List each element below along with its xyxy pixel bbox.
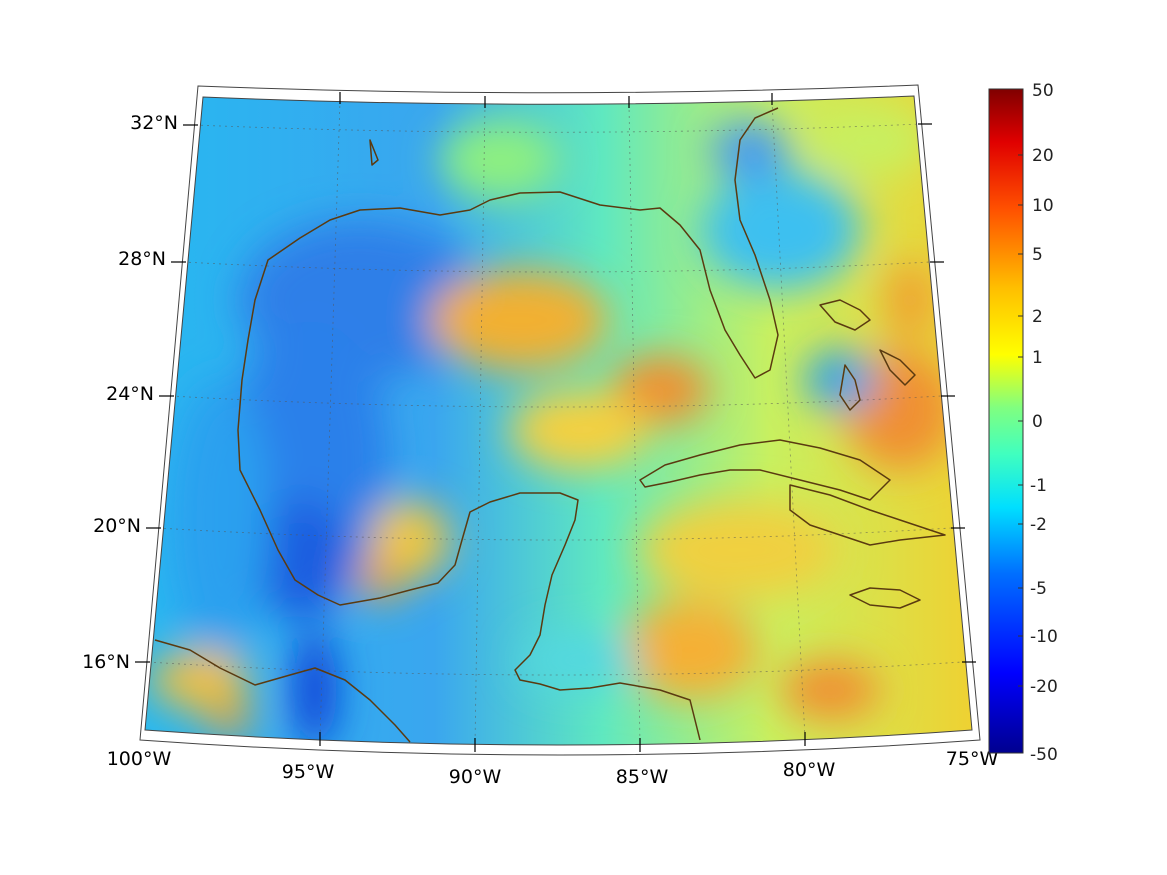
lon-label-80w: 80°W bbox=[783, 759, 836, 781]
lon-label-90w: 90°W bbox=[449, 766, 502, 788]
colorbar-label-2: 2 bbox=[1032, 307, 1043, 327]
coastlines bbox=[154, 107, 946, 743]
map-frame bbox=[144, 95, 973, 746]
lat-label-24n: 24°N bbox=[106, 383, 154, 405]
lon-label-95w: 95°W bbox=[282, 761, 335, 783]
map-outer-frame bbox=[139, 84, 981, 756]
lon-label-85w: 85°W bbox=[616, 766, 669, 788]
colorbar-label-neg50: -50 bbox=[1030, 745, 1058, 765]
colorbar-ticks bbox=[1018, 154, 1023, 687]
lat-label-32n: 32°N bbox=[130, 112, 178, 134]
colorbar: 50 20 10 5 2 1 0 -1 -2 -5 -10 -20 -50 bbox=[988, 81, 1058, 765]
colorbar-label-10: 10 bbox=[1032, 196, 1054, 216]
frame-ticks bbox=[135, 92, 976, 752]
colorbar-label-neg2: -2 bbox=[1030, 515, 1047, 535]
lon-label-100w: 100°W bbox=[107, 748, 172, 770]
data-field bbox=[145, 96, 972, 745]
colorbar-label-20: 20 bbox=[1032, 146, 1054, 166]
lon-label-75w: 75°W bbox=[946, 748, 999, 770]
lat-label-16n: 16°N bbox=[82, 651, 130, 673]
lat-label-20n: 20°N bbox=[93, 515, 141, 537]
colorbar-label-0: 0 bbox=[1032, 412, 1043, 432]
colorbar-label-neg10: -10 bbox=[1030, 627, 1058, 647]
colorbar-label-neg5: -5 bbox=[1030, 579, 1047, 599]
graticule bbox=[147, 99, 963, 745]
colorbar-label-1: 1 bbox=[1032, 348, 1043, 368]
colorbar-gradient bbox=[988, 88, 1024, 754]
colorbar-label-5: 5 bbox=[1032, 245, 1043, 265]
longitude-labels: 100°W 95°W 90°W 85°W 80°W 75°W bbox=[107, 748, 999, 788]
lat-label-28n: 28°N bbox=[118, 248, 166, 270]
colorbar-label-neg1: -1 bbox=[1030, 476, 1047, 496]
colorbar-label-50: 50 bbox=[1032, 81, 1054, 101]
colorbar-label-neg20: -20 bbox=[1030, 677, 1058, 697]
latitude-labels: 32°N 28°N 24°N 20°N 16°N bbox=[82, 112, 178, 673]
